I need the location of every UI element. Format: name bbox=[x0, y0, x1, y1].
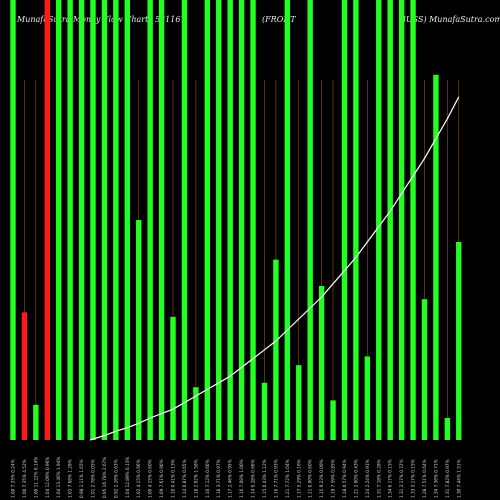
bar bbox=[273, 259, 279, 440]
bar bbox=[193, 387, 199, 440]
bar bbox=[433, 74, 439, 441]
header-mid: (FRONT bbox=[262, 15, 296, 24]
bar bbox=[101, 0, 108, 440]
bar bbox=[78, 0, 85, 440]
tick-label: 1.34 6.17% 0.15% bbox=[388, 459, 393, 498]
tick-label: 1.00 7.35% 4.52% bbox=[22, 459, 27, 498]
tick-label: 1.21 2.60% 0.43% bbox=[353, 459, 358, 498]
tick-label: 1.24 2.24% 0.91% bbox=[365, 459, 370, 498]
tick-label: 0.95 16.78% 2.67% bbox=[102, 457, 107, 498]
tick-label: 1.14 0.87% 0.65% bbox=[182, 459, 187, 498]
tick-label: 1.04 12.09% 0.96% bbox=[45, 457, 50, 498]
bar bbox=[90, 0, 96, 440]
bar bbox=[33, 404, 39, 440]
tick-label: 1.01 2.78% 0.05% bbox=[91, 459, 96, 498]
tick-label: 1.17 5.29% 0.16% bbox=[296, 459, 301, 498]
tick-label: 1.15 0.43% 1.12% bbox=[262, 459, 267, 498]
bar bbox=[284, 0, 291, 440]
bar bbox=[364, 356, 371, 440]
bar bbox=[410, 0, 416, 440]
tick-label: 1.30 7.44% 1.51% bbox=[456, 459, 461, 498]
tick-label: 1.31 7.18% 0.28% bbox=[376, 459, 381, 498]
bar bbox=[376, 0, 382, 440]
tick-label: 1.00 4.15% 0.60% bbox=[148, 459, 153, 498]
tick-label: 1.18 3.71% 0.97% bbox=[216, 459, 221, 498]
tick-label: 1.34 7.36% 0.71% bbox=[433, 459, 438, 498]
bar bbox=[113, 0, 119, 440]
tick-label: 1.02 4.15% 0.66% bbox=[136, 459, 141, 498]
bar bbox=[250, 0, 256, 440]
bar bbox=[353, 0, 359, 440]
tick-label: 1.28 7.51% 0.64% bbox=[422, 459, 427, 498]
bar bbox=[147, 0, 153, 440]
bar bbox=[444, 418, 451, 440]
tick-label: 1.18 0.57% 0.94% bbox=[342, 459, 347, 498]
tick-label: 1.04 12.89% 0.13% bbox=[125, 457, 130, 498]
bar bbox=[44, 0, 50, 440]
bar bbox=[170, 316, 176, 440]
header-right: BUSS) MunafaSutra.com bbox=[400, 15, 500, 24]
bar bbox=[456, 242, 462, 440]
bar bbox=[307, 0, 313, 440]
tick-label: 1.33 3.17% 0.15% bbox=[411, 459, 416, 498]
bar bbox=[181, 0, 188, 440]
bar bbox=[124, 0, 130, 440]
tick-label: 0.92 2.26% 0.63% bbox=[113, 459, 118, 498]
bar bbox=[227, 0, 233, 440]
ma-line bbox=[89, 96, 460, 441]
tick-label: 1.14 6.28% 0.66% bbox=[251, 459, 256, 498]
bar bbox=[318, 286, 325, 440]
tick-label: 1.19 7.59% 0.85% bbox=[331, 459, 336, 498]
tick-label: 0.98 1.11% 1.65% bbox=[79, 459, 84, 498]
bar bbox=[421, 299, 428, 440]
bar bbox=[56, 0, 62, 440]
tick-label: 1.31 2.17% 0.72% bbox=[399, 459, 404, 498]
bar bbox=[330, 400, 336, 440]
tick-label: 1.18 2.92% 1.58% bbox=[193, 459, 198, 498]
bar bbox=[296, 365, 302, 440]
tick-label: 1.00 11.22% 6.14% bbox=[33, 457, 38, 498]
tick-label: 1.10 7.12% 0.60% bbox=[205, 459, 210, 498]
tick-label: 1.16 7.71% 0.93% bbox=[273, 459, 278, 498]
bar bbox=[136, 220, 142, 440]
bar bbox=[261, 382, 268, 440]
tick-label: 1.16 7.08% 1.00% bbox=[239, 459, 244, 498]
header-left: MunafaSutra Money Flow Charts 521167 bbox=[17, 15, 186, 24]
tick-label: 1.00 7.35% 0.24% bbox=[11, 459, 16, 498]
bar bbox=[341, 0, 348, 440]
tick-label: 1.15 9.22% 0.09% bbox=[319, 459, 324, 498]
tick-label: 1.04 13.46% 1.94% bbox=[56, 457, 61, 498]
tick-label: 1.03 7.68% 1.28% bbox=[68, 459, 73, 498]
tick-label: 1.21 7.72% 1.04% bbox=[285, 459, 290, 498]
bar bbox=[67, 0, 73, 440]
bar bbox=[158, 0, 165, 440]
bar bbox=[398, 0, 405, 440]
tick-label: 1.11 0.00% 0.60% bbox=[308, 459, 313, 498]
tick-label: 1.09 7.61% 0.90% bbox=[159, 459, 164, 498]
tick-label: 1.10 0.41% 0.13% bbox=[171, 459, 176, 498]
tick-label: 1.31 7.82% 0.97% bbox=[445, 459, 450, 498]
bar bbox=[238, 0, 245, 440]
bar bbox=[204, 0, 211, 440]
bar bbox=[216, 0, 222, 440]
tick-label: 1.17 2.46% 0.95% bbox=[228, 459, 233, 498]
bar bbox=[10, 0, 16, 440]
bar bbox=[387, 0, 393, 440]
bar bbox=[21, 312, 28, 440]
